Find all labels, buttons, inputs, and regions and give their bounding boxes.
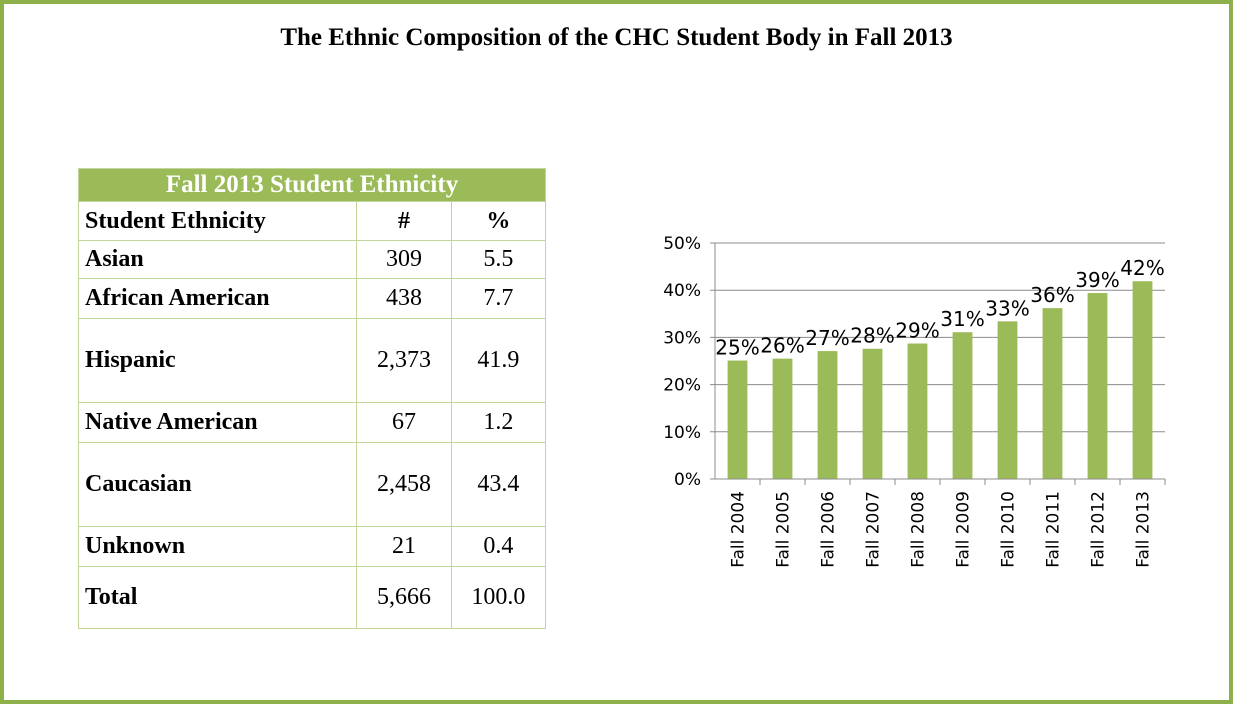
y-tick-label: 40% xyxy=(663,281,701,301)
x-tick-label: Fall 2007 xyxy=(864,491,884,568)
table-cell: Native American xyxy=(77,402,358,443)
y-tick-label: 30% xyxy=(663,328,701,348)
table-cell: Caucasian xyxy=(77,442,358,527)
x-tick-label: Fall 2011 xyxy=(1044,491,1064,568)
y-tick-label: 50% xyxy=(663,234,701,254)
bar xyxy=(907,343,928,479)
data-label: 25% xyxy=(715,336,759,360)
x-tick-label: Fall 2009 xyxy=(954,491,974,568)
bar xyxy=(1042,308,1063,479)
table-row: Hispanic 2,373 41.9 xyxy=(77,318,547,403)
table-row: Caucasian 2,458 43.4 xyxy=(77,442,547,527)
data-label: 36% xyxy=(1030,283,1074,307)
table-cell: 43.4 xyxy=(450,442,547,527)
bar xyxy=(772,358,793,479)
bar xyxy=(727,360,748,479)
table-cell: 5,666 xyxy=(356,566,452,629)
table-cell: 100.0 xyxy=(450,566,547,629)
data-label: 42% xyxy=(1120,256,1164,280)
table-row: Unknown 21 0.4 xyxy=(77,526,547,567)
data-label: 33% xyxy=(985,296,1029,320)
table-cell: 438 xyxy=(356,278,452,319)
bar xyxy=(997,321,1018,479)
header-cell: Student Ethnicity xyxy=(77,201,358,241)
table-cell: 41.9 xyxy=(450,318,547,403)
x-tick-label: Fall 2010 xyxy=(999,491,1019,568)
table-cell: 5.5 xyxy=(450,240,547,279)
x-tick-label: Fall 2012 xyxy=(1089,491,1109,568)
bar xyxy=(817,351,838,479)
table-cell: 2,373 xyxy=(356,318,452,403)
bar xyxy=(1087,293,1108,479)
header-cell: % xyxy=(450,201,547,241)
bar xyxy=(862,348,883,479)
table-cell: Asian xyxy=(77,240,358,279)
bar xyxy=(952,332,973,479)
table-cell: 309 xyxy=(356,240,452,279)
data-label: 26% xyxy=(760,334,804,358)
data-label: 27% xyxy=(805,326,849,350)
y-tick-label: 0% xyxy=(674,470,701,490)
table-cell: Unknown xyxy=(77,526,358,567)
table-row: African American 438 7.7 xyxy=(77,278,547,319)
table-cell: Total xyxy=(77,566,358,629)
table-cell: 1.2 xyxy=(450,402,547,443)
x-tick-label: Fall 2005 xyxy=(774,491,794,568)
x-tick-label: Fall 2013 xyxy=(1134,491,1154,568)
table-cell: 21 xyxy=(356,526,452,567)
bar xyxy=(1132,281,1153,479)
data-label: 31% xyxy=(940,307,984,331)
x-tick-label: Fall 2006 xyxy=(819,491,839,568)
table-cell: 7.7 xyxy=(450,278,547,319)
x-tick-label: Fall 2004 xyxy=(729,491,749,568)
table-row: Total 5,666 100.0 xyxy=(77,566,547,629)
table-row: Native American 67 1.2 xyxy=(77,402,547,443)
table-cell: 2,458 xyxy=(356,442,452,527)
ethnicity-table: Fall 2013 Student Ethnicity Student Ethn… xyxy=(77,168,547,629)
y-tick-label: 20% xyxy=(663,376,701,396)
header-row: Student Ethnicity #% xyxy=(77,201,547,241)
page-title: The Ethnic Composition of the CHC Studen… xyxy=(280,24,953,51)
x-tick-label: Fall 2008 xyxy=(909,491,929,568)
data-label: 39% xyxy=(1075,268,1119,292)
table-cell: African American xyxy=(77,278,358,319)
chart: 0% 10% 20% 30% 40% 50% 25% Fall 2004 26% Fall 200… xyxy=(663,234,1166,568)
table-cell: 67 xyxy=(356,402,452,443)
table-title: Fall 2013 Student Ethnicity xyxy=(78,168,546,202)
table-row: Asian 309 5.5 xyxy=(77,240,547,279)
data-label: 29% xyxy=(895,319,939,343)
y-tick-label: 10% xyxy=(663,423,701,443)
data-label: 28% xyxy=(850,324,894,348)
table-cell: Hispanic xyxy=(77,318,358,403)
header-cell: # xyxy=(356,201,452,241)
table-cell: 0.4 xyxy=(450,526,547,567)
